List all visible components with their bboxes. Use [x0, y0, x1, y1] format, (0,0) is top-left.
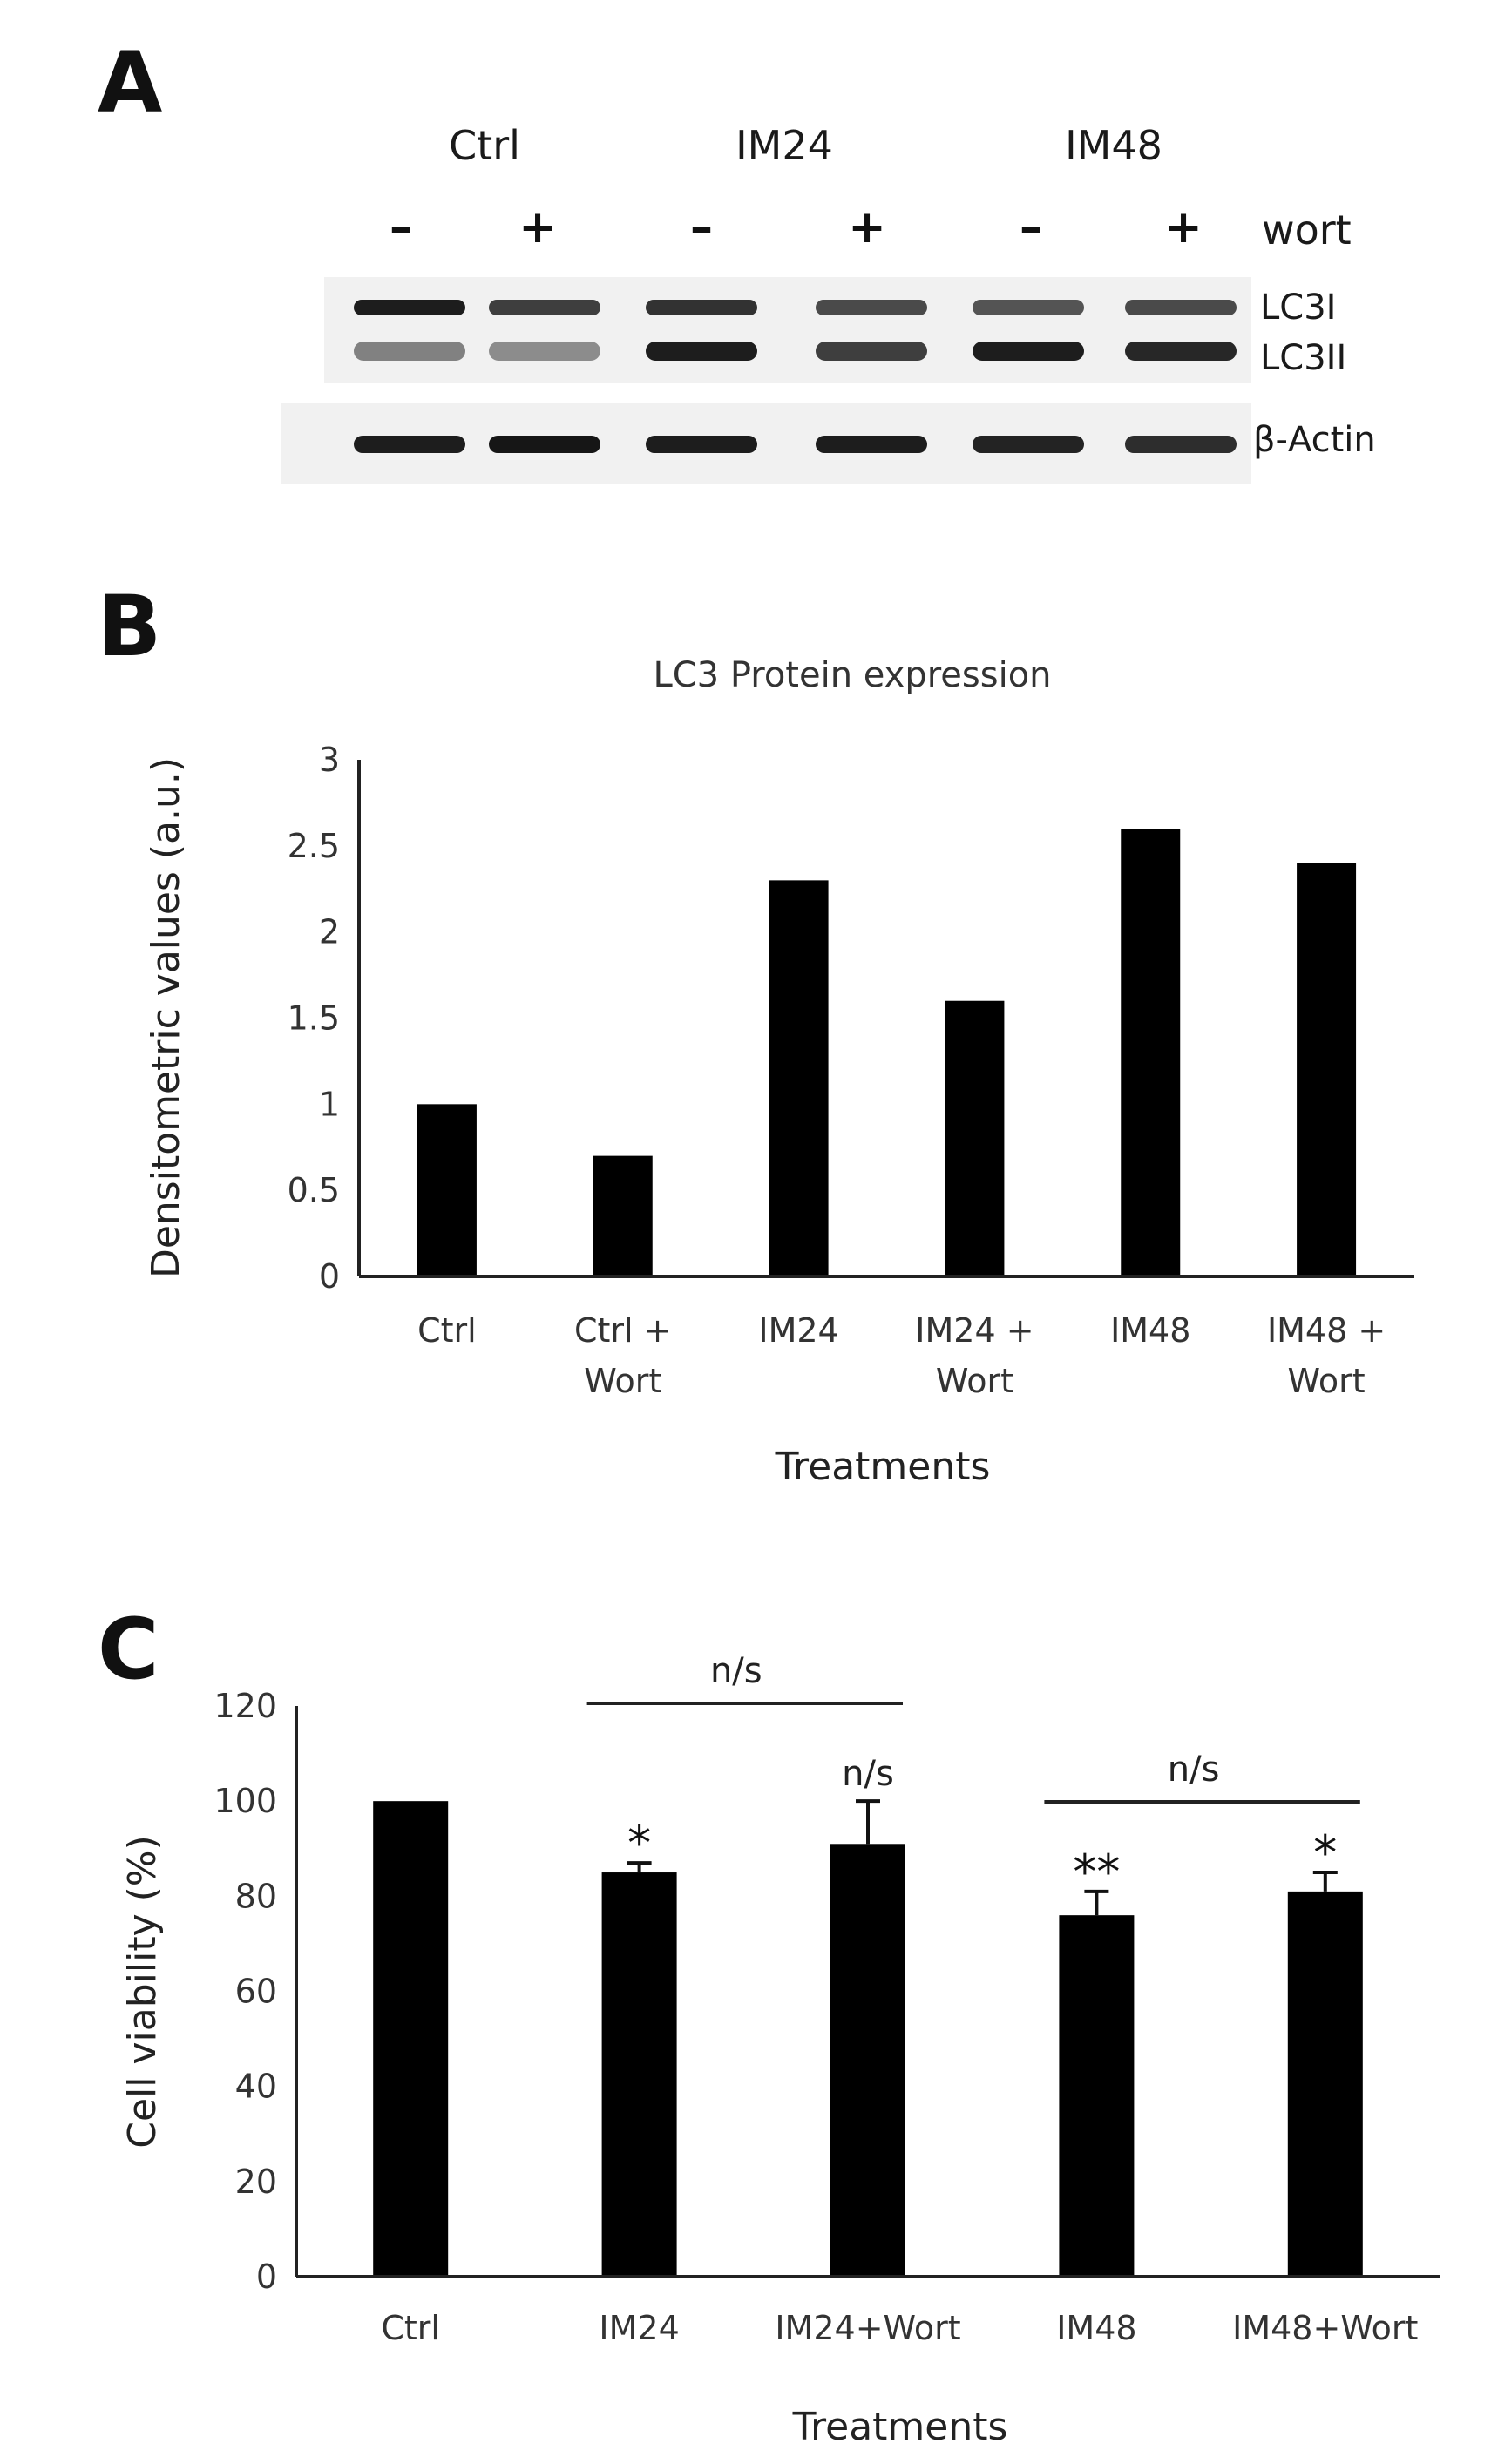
chart-b-y-ticks: 0 0.5 1 1.5 2 2.5 3: [288, 741, 340, 1296]
chart-c-x-tick-5: IM48+Wort: [1232, 2309, 1418, 2347]
lane-sign-3: –: [690, 201, 713, 254]
panel-c-letter: C: [98, 1601, 159, 1698]
chart-b-x-tick-6: IM48 + Wort: [1267, 1311, 1386, 1400]
chart-c-bracket-label-2: n/s: [1168, 1750, 1220, 1790]
chart-c-y-tick-1: 20: [235, 2163, 277, 2201]
lc3i-band-4: [816, 300, 927, 315]
lc3i-band-2: [489, 300, 600, 315]
panel-b-lc3-chart: B LC3 Protein expression 0 0.5 1 1.5 2 2.5 3 C…: [98, 578, 1414, 1489]
chart-b-y-tick-6: 3: [319, 741, 340, 779]
chart-c-significance-5: *: [1313, 1825, 1337, 1880]
chart-b-bar-2: [593, 1155, 653, 1276]
blot-group-label-ctrl: Ctrl: [449, 122, 520, 169]
panel-a-western-blot: A Ctrl IM24 IM48 – + – + – + wort LC3I L…: [98, 34, 1376, 484]
chart-c-bars: [373, 1801, 1363, 2277]
chart-b-bar-1: [417, 1104, 477, 1276]
actin-band-1: [354, 436, 465, 453]
chart-b-y-tick-5: 2.5: [288, 827, 340, 865]
lc3ii-band-6: [1125, 342, 1237, 361]
chart-c-bar-1: [373, 1801, 449, 2277]
panel-a-letter: A: [98, 34, 162, 132]
lc3ii-band-1: [354, 342, 465, 361]
chart-b-bar-5: [1121, 829, 1181, 1276]
chart-c-x-tick-4: IM48: [1056, 2309, 1136, 2347]
chart-c-y-ticks: 0 20 40 60 80 100 120: [213, 1687, 277, 2296]
chart-c-y-tick-6: 120: [213, 1687, 277, 1725]
chart-c-significance-marks: *n/s** *: [627, 1754, 1337, 1899]
lane-sign-4: +: [848, 201, 886, 254]
blot-membrane-lc3: [324, 277, 1251, 383]
chart-c-y-axis-title: Cell viability (%): [120, 1835, 165, 2148]
band-label-lc3ii: LC3II: [1260, 338, 1346, 378]
chart-c-bracket-label-1: n/s: [710, 1651, 762, 1691]
chart-c-x-ticks: Ctrl IM24 IM24+Wort IM48 IM48+Wort: [381, 2309, 1418, 2347]
chart-b-x-tick-2: Ctrl + Wort: [574, 1311, 672, 1400]
lane-sign-5: –: [1020, 201, 1042, 254]
chart-b-x-axis-title: Treatments: [775, 1445, 991, 1489]
chart-b-x-ticks: Ctrl Ctrl + Wort IM24 IM24 + Wort IM48 IM48 + Wo…: [417, 1311, 1386, 1400]
chart-b-y-tick-1: 0.5: [288, 1171, 340, 1209]
chart-b-y-tick-2: 1: [319, 1085, 340, 1123]
chart-b-y-tick-4: 2: [319, 913, 340, 951]
chart-b-title: LC3 Protein expression: [653, 655, 1051, 695]
lc3ii-bands: [354, 342, 1237, 361]
blot-group-label-im48: IM48: [1065, 122, 1162, 169]
actin-band-4: [816, 436, 927, 453]
chart-b-y-tick-0: 0: [319, 1257, 340, 1296]
actin-bands: [354, 436, 1237, 453]
chart-c-bar-3: [830, 1844, 905, 2277]
chart-b-x-tick-4: IM24 + Wort: [915, 1311, 1034, 1400]
chart-c-significance-2: *: [627, 1816, 651, 1871]
chart-b-x-tick-5: IM48: [1110, 1311, 1190, 1350]
chart-c-y-tick-0: 0: [256, 2258, 277, 2296]
panel-b-letter: B: [98, 578, 161, 675]
chart-c-error-bars: [627, 1799, 1338, 1916]
lc3i-band-6: [1125, 300, 1237, 315]
chart-c-y-tick-3: 60: [235, 1973, 277, 2011]
chart-b-x-tick-1: Ctrl: [417, 1311, 477, 1350]
chart-c-x-tick-2: IM24: [599, 2309, 679, 2347]
lc3i-band-5: [973, 300, 1084, 315]
chart-b-bar-4: [945, 1000, 1005, 1276]
chart-b-bars: [417, 829, 1357, 1276]
lc3ii-band-2: [489, 342, 600, 361]
lc3i-bands: [354, 300, 1237, 315]
chart-b-x-tick-3: IM24: [758, 1311, 838, 1350]
wort-treatment-label: wort: [1262, 206, 1352, 254]
lc3ii-band-3: [646, 342, 757, 361]
lane-sign-6: +: [1164, 201, 1203, 254]
lane-sign-2: +: [518, 201, 557, 254]
chart-c-comparison-brackets: n/s n/s: [586, 1651, 1360, 1804]
chart-c-bar-5: [1287, 1891, 1363, 2277]
actin-band-5: [973, 436, 1084, 453]
chart-c-significance-3: n/s: [842, 1754, 894, 1794]
chart-b-y-tick-3: 1.5: [288, 999, 340, 1038]
chart-c-y-tick-2: 40: [235, 2068, 277, 2106]
lane-sign-1: –: [390, 201, 412, 254]
actin-band-2: [489, 436, 600, 453]
band-label-beta-actin: β-Actin: [1253, 420, 1376, 460]
chart-b-y-axis-title: Densitometric values (a.u.): [144, 757, 188, 1278]
chart-c-x-axis-title: Treatments: [792, 2405, 1008, 2449]
chart-c-y-tick-4: 80: [235, 1877, 277, 1915]
actin-band-3: [646, 436, 757, 453]
lc3i-band-3: [646, 300, 757, 315]
chart-b-bar-6: [1297, 863, 1357, 1276]
chart-c-x-tick-3: IM24+Wort: [775, 2309, 960, 2347]
chart-c-bar-4: [1059, 1915, 1135, 2277]
chart-c-y-tick-5: 100: [213, 1782, 277, 1820]
chart-b-bar-3: [769, 880, 829, 1276]
chart-c-x-tick-1: Ctrl: [381, 2309, 440, 2347]
chart-c-bar-2: [601, 1872, 677, 2277]
band-label-lc3i: LC3I: [1260, 288, 1336, 328]
chart-c-significance-4: **: [1073, 1845, 1120, 1899]
lc3ii-band-5: [973, 342, 1084, 361]
lc3ii-band-4: [816, 342, 927, 361]
blot-group-label-im24: IM24: [735, 122, 833, 169]
actin-band-6: [1125, 436, 1237, 453]
lc3i-band-1: [354, 300, 465, 315]
